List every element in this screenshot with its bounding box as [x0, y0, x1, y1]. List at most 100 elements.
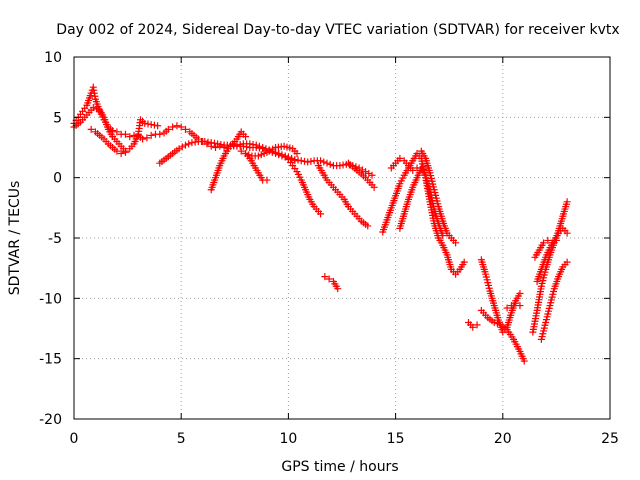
data-point	[207, 139, 215, 147]
data-point	[300, 157, 308, 165]
data-point	[214, 140, 222, 148]
data-point	[204, 138, 212, 146]
data-point	[473, 321, 481, 329]
data-point	[503, 304, 511, 312]
data-point	[288, 154, 296, 162]
data-point	[263, 176, 271, 184]
x-tick-label: 20	[494, 431, 512, 447]
data-point	[255, 142, 263, 150]
data-point	[185, 140, 193, 148]
data-point	[339, 161, 347, 169]
data-point	[156, 130, 164, 138]
data-point	[493, 320, 501, 328]
data-point	[141, 119, 149, 127]
data-point	[326, 160, 334, 168]
data-point	[409, 166, 417, 174]
data-point	[181, 125, 189, 133]
grid	[74, 57, 610, 419]
data-point	[439, 232, 447, 240]
data-point	[317, 210, 325, 218]
data-point	[191, 138, 199, 146]
data-point	[552, 236, 560, 244]
data-point	[212, 144, 220, 151]
data-series	[417, 147, 460, 247]
data-point	[548, 239, 556, 247]
data-series	[379, 150, 468, 278]
x-tick-label: 25	[601, 431, 619, 447]
data-point	[317, 157, 325, 165]
data-series	[87, 125, 129, 158]
data-point	[164, 125, 172, 133]
data-point	[307, 157, 315, 165]
x-tick-label: 0	[70, 431, 79, 447]
data-point	[245, 151, 253, 159]
data-point	[396, 154, 404, 162]
y-tick-label: -10	[39, 291, 62, 307]
data-point	[93, 105, 101, 113]
data-point	[297, 157, 305, 165]
data-point	[323, 159, 331, 167]
data-point	[177, 123, 185, 131]
data-series	[237, 147, 271, 184]
data-point	[281, 152, 289, 160]
data-point	[259, 144, 267, 151]
y-tick-label: -15	[39, 352, 62, 368]
data-point	[87, 125, 95, 133]
data-point	[169, 123, 177, 131]
data-series	[531, 236, 560, 261]
data-point	[121, 130, 129, 138]
data-series	[284, 156, 325, 218]
y-tick-label: 5	[53, 110, 62, 126]
data-point	[173, 122, 181, 130]
data-point	[121, 148, 129, 156]
data-point	[563, 198, 571, 206]
y-tick-label: 10	[44, 50, 62, 66]
data-point	[469, 323, 477, 331]
data-point	[325, 275, 333, 283]
data-point	[262, 145, 270, 153]
data-point	[275, 150, 283, 158]
y-tick-label: -5	[48, 231, 62, 247]
data-point	[89, 104, 97, 112]
data-point	[364, 222, 372, 230]
data-series	[503, 299, 524, 312]
data-point	[242, 133, 250, 141]
data-point	[278, 151, 286, 159]
data-series	[387, 154, 421, 174]
y-axis-label: SDTVAR / TECUs	[7, 181, 23, 296]
data-series	[344, 159, 378, 191]
data-point	[246, 140, 254, 148]
data-point	[113, 128, 121, 136]
data-point	[334, 285, 342, 293]
data-point	[181, 141, 189, 149]
x-tick-label: 10	[279, 431, 297, 447]
data-point	[336, 162, 344, 170]
data-point	[201, 137, 209, 145]
data-point	[154, 122, 162, 130]
x-axis-label: GPS time / hours	[281, 459, 398, 475]
data-point	[540, 239, 548, 247]
data-point	[293, 150, 301, 158]
data-point	[520, 357, 528, 365]
data-point	[236, 140, 244, 148]
data-point	[113, 147, 121, 155]
y-tick-label: -20	[39, 412, 62, 428]
data-point	[460, 258, 468, 266]
data-series	[533, 224, 571, 285]
data-point	[563, 258, 571, 266]
data-point	[230, 142, 238, 150]
data-series	[464, 318, 481, 331]
data-point	[368, 171, 376, 179]
y-tick-label: 0	[53, 171, 62, 187]
data-point	[516, 290, 524, 298]
data-point	[291, 156, 299, 164]
data-point	[544, 236, 552, 244]
x-tick-label: 15	[387, 431, 405, 447]
data-point	[249, 140, 257, 148]
data-series	[314, 162, 372, 230]
data-point	[507, 302, 515, 310]
data-series	[70, 104, 162, 155]
data-point	[237, 147, 245, 155]
